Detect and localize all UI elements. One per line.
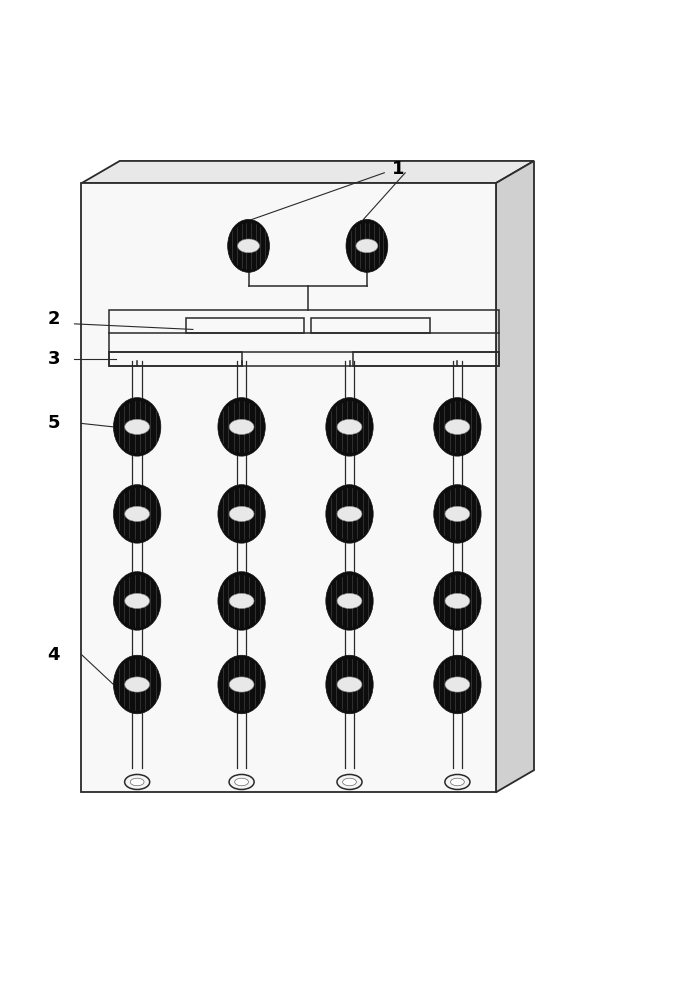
Ellipse shape <box>229 419 254 434</box>
Bar <box>186 318 304 333</box>
Ellipse shape <box>113 572 161 630</box>
Ellipse shape <box>434 485 481 543</box>
Ellipse shape <box>218 398 265 456</box>
Ellipse shape <box>445 593 470 609</box>
Ellipse shape <box>451 778 464 786</box>
Ellipse shape <box>337 506 362 522</box>
Text: 3: 3 <box>48 350 60 368</box>
Text: 5: 5 <box>48 414 60 432</box>
Ellipse shape <box>356 239 378 253</box>
Polygon shape <box>82 183 496 792</box>
Ellipse shape <box>445 677 470 692</box>
Text: 1: 1 <box>392 160 405 178</box>
Ellipse shape <box>130 778 144 786</box>
Ellipse shape <box>337 677 362 692</box>
Ellipse shape <box>228 219 269 272</box>
Ellipse shape <box>229 506 254 522</box>
Bar <box>311 318 430 333</box>
Ellipse shape <box>434 572 481 630</box>
Ellipse shape <box>337 419 362 434</box>
Ellipse shape <box>229 677 254 692</box>
Ellipse shape <box>337 774 362 789</box>
Text: 2: 2 <box>48 310 60 328</box>
Polygon shape <box>496 161 534 792</box>
Ellipse shape <box>113 485 161 543</box>
Ellipse shape <box>445 419 470 434</box>
Ellipse shape <box>124 419 150 434</box>
Ellipse shape <box>434 655 481 714</box>
Ellipse shape <box>343 778 356 786</box>
Bar <box>109 352 242 366</box>
Ellipse shape <box>326 572 373 630</box>
Ellipse shape <box>218 655 265 714</box>
Ellipse shape <box>229 593 254 609</box>
Text: 4: 4 <box>48 646 60 664</box>
Ellipse shape <box>326 398 373 456</box>
Ellipse shape <box>326 655 373 714</box>
Ellipse shape <box>113 655 161 714</box>
Ellipse shape <box>238 239 259 253</box>
Ellipse shape <box>113 398 161 456</box>
Ellipse shape <box>445 506 470 522</box>
Ellipse shape <box>124 774 150 789</box>
Ellipse shape <box>235 778 248 786</box>
Ellipse shape <box>434 398 481 456</box>
Ellipse shape <box>218 485 265 543</box>
Ellipse shape <box>124 593 150 609</box>
Ellipse shape <box>346 219 388 272</box>
Ellipse shape <box>229 774 254 789</box>
Ellipse shape <box>124 677 150 692</box>
Ellipse shape <box>445 774 470 789</box>
Ellipse shape <box>326 485 373 543</box>
Ellipse shape <box>124 506 150 522</box>
Polygon shape <box>82 161 534 183</box>
Ellipse shape <box>337 593 362 609</box>
Bar <box>109 352 499 366</box>
Bar <box>353 352 499 366</box>
Bar <box>109 310 499 333</box>
Ellipse shape <box>218 572 265 630</box>
